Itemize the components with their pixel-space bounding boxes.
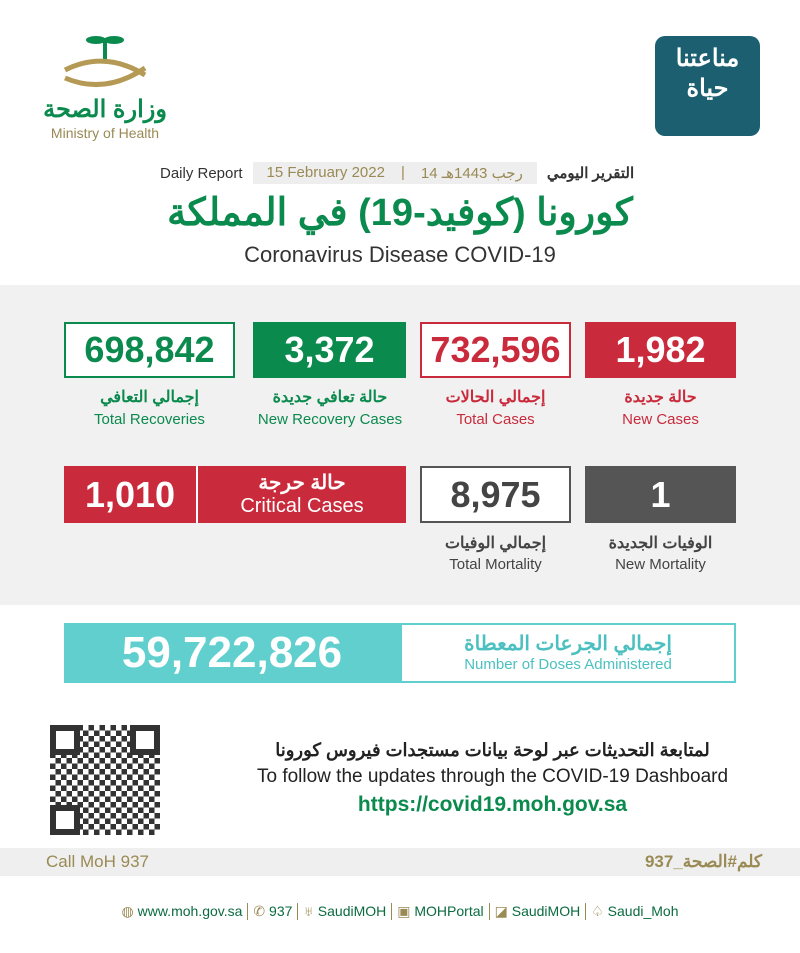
date-hijri: 14 رجب 1443هـ xyxy=(420,165,523,182)
footer-phone[interactable]: ✆ 937 xyxy=(248,903,299,920)
new-mortality-label-en: New Mortality xyxy=(615,556,706,573)
moh-logo: وزارة الصحة Ministry of Health xyxy=(40,30,170,145)
twitter-icon: ♅ xyxy=(303,903,314,919)
app-logo-text-1: مناعتنا xyxy=(675,45,740,72)
total-mortality-label-en: Total Mortality xyxy=(449,556,542,573)
call-bar: Call MoH 937 كلم#الصحة_937 xyxy=(0,848,800,876)
footer-youtube[interactable]: ▣ MOHPortal xyxy=(392,903,490,920)
new-mortality-value: 1 xyxy=(585,466,736,523)
date-gregorian: 15 February 2022 xyxy=(266,164,385,181)
new-recoveries-label-en: New Recovery Cases xyxy=(257,411,403,428)
dashboard-en: To follow the updates through the COVID-… xyxy=(256,766,729,787)
footer-links: ◍ www.moh.gov.sa ✆ 937 ♅ SaudiMOH ▣ MOHP… xyxy=(0,903,800,920)
globe-icon: ◍ xyxy=(121,903,134,919)
critical-label-ar: حالة حرجة xyxy=(258,472,346,494)
total-mortality-label-ar: إجمالي الوفيات xyxy=(444,535,547,552)
critical-label-en: Critical Cases xyxy=(240,495,364,517)
title-en: Coronavirus Disease COVID-19 xyxy=(244,242,556,267)
app-logo-text-2: حياة xyxy=(686,75,729,102)
total-recoveries-label-en: Total Recoveries xyxy=(94,411,205,428)
footer-snapchat[interactable]: ♤ Saudi_Moh xyxy=(591,903,679,919)
total-cases-value: 732,596 xyxy=(420,322,571,378)
doses-label-en: Number of Doses Administered xyxy=(464,656,672,673)
footer-twitter[interactable]: ♅ SaudiMOH xyxy=(298,903,393,920)
total-cases-label-ar: إجمالي الحالات xyxy=(445,389,546,406)
qr-code[interactable] xyxy=(50,725,160,835)
critical-value: 1,010 xyxy=(64,466,198,523)
total-cases-label-en: Total Cases xyxy=(456,411,535,428)
youtube-icon: ▣ xyxy=(397,903,411,919)
phone-icon: ✆ xyxy=(253,903,266,919)
doses-label: إجمالي الجرعات المعطاة Number of Doses A… xyxy=(400,623,736,683)
dashboard-ar: لمتابعة التحديثات عبر لوحة بيانات مستجدا… xyxy=(275,740,710,760)
ministry-en: Ministry of Health xyxy=(50,125,160,141)
daily-report-en: Daily Report xyxy=(160,164,243,182)
date-box: 15 February 2022 | 14 رجب 1443هـ xyxy=(252,162,537,184)
snapchat-icon: ♤ xyxy=(591,903,604,919)
doses-label-ar: إجمالي الجرعات المعطاة xyxy=(464,633,672,655)
daily-report-ar: التقرير اليومي xyxy=(546,165,635,182)
new-cases-label-ar: حالة جديدة xyxy=(624,389,697,406)
app-logo: مناعتنا حياة xyxy=(655,36,760,136)
new-mortality-label-ar: الوفيات الجديدة xyxy=(608,535,713,552)
total-mortality-value: 8,975 xyxy=(420,466,571,523)
call-en: Call MoH 937 xyxy=(46,852,149,871)
new-recoveries-label-ar: حالة تعافي جديدة xyxy=(272,389,388,406)
total-recoveries-value: 698,842 xyxy=(64,322,235,378)
new-recoveries-value: 3,372 xyxy=(253,322,406,378)
footer-facebook[interactable]: ◪ SaudiMOH xyxy=(490,903,587,920)
dashboard-url[interactable]: https://covid19.moh.gov.sa xyxy=(357,793,628,816)
palm-swords-icon xyxy=(63,36,147,88)
doses-value: 59,722,826 xyxy=(64,623,400,683)
facebook-icon: ◪ xyxy=(494,903,508,919)
total-recoveries-label-ar: إجمالي التعافي xyxy=(100,389,199,406)
call-ar: كلم#الصحة_937 xyxy=(644,852,762,871)
new-cases-label-en: New Cases xyxy=(622,411,699,428)
ministry-ar: وزارة الصحة xyxy=(43,96,167,123)
title-ar: كورونا (كوفيد-19) في المملكة xyxy=(167,192,633,234)
critical-label: حالة حرجة Critical Cases xyxy=(198,466,406,523)
footer-website[interactable]: ◍ www.moh.gov.sa xyxy=(117,903,249,920)
new-cases-value: 1,982 xyxy=(585,322,736,378)
